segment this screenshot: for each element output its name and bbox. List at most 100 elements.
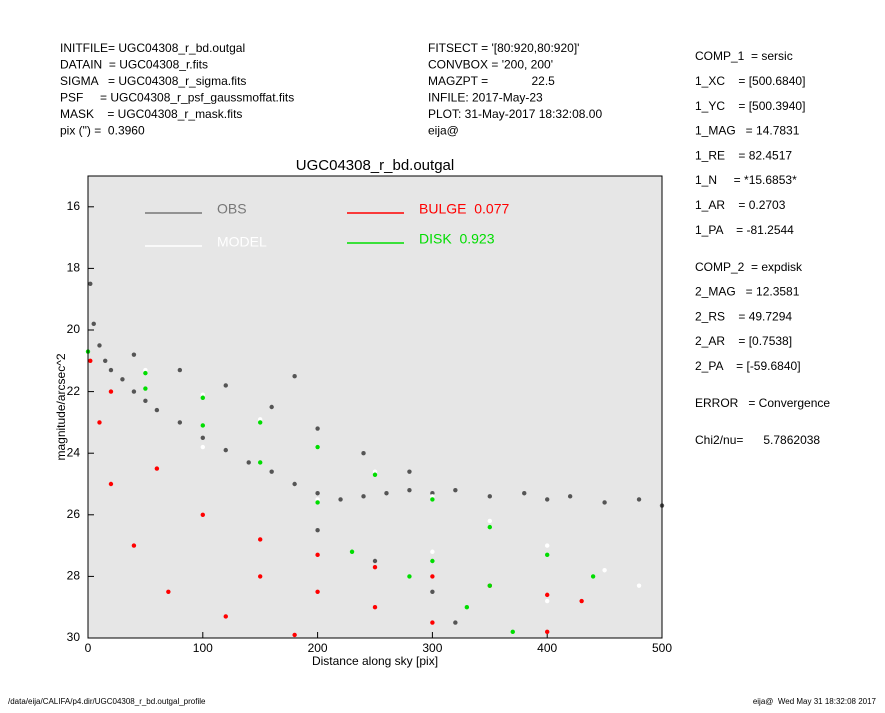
data-point bbox=[200, 392, 205, 397]
data-point bbox=[545, 552, 550, 558]
data-point bbox=[372, 558, 378, 564]
data-point bbox=[223, 383, 228, 388]
data-point bbox=[545, 497, 550, 502]
fit-parameter: 2_PA = [-59.6840] bbox=[695, 359, 801, 373]
data-point bbox=[430, 574, 435, 579]
header-middle-line: eija@ bbox=[428, 124, 459, 138]
data-point bbox=[258, 420, 263, 425]
data-point bbox=[88, 281, 93, 286]
data-point bbox=[103, 358, 108, 363]
data-point bbox=[292, 632, 297, 638]
footer-path: /data/eija/CALIFA/p4.dir/UGC04308_r_bd.o… bbox=[8, 697, 206, 706]
data-point bbox=[430, 589, 435, 594]
data-point bbox=[258, 417, 263, 422]
fit-parameter: 2_RS = 49.7294 bbox=[695, 309, 792, 323]
data-point bbox=[315, 589, 320, 594]
footer-date: eija@ Wed May 31 18:32:08 2017 bbox=[753, 697, 877, 706]
data-point bbox=[602, 500, 607, 505]
data-point bbox=[407, 574, 412, 579]
data-point bbox=[522, 491, 527, 496]
y-axis-label: magnitude/arcsec^2 bbox=[54, 353, 68, 460]
x-tick-label: 300 bbox=[422, 641, 442, 655]
data-point bbox=[131, 389, 137, 394]
data-point bbox=[487, 518, 492, 524]
data-point bbox=[315, 497, 320, 502]
header-middle-line: MAGZPT = 22.5 bbox=[428, 74, 555, 88]
data-point bbox=[143, 398, 148, 404]
data-point bbox=[430, 549, 435, 554]
data-point bbox=[372, 564, 378, 570]
data-point bbox=[91, 321, 96, 327]
data-point bbox=[579, 598, 584, 604]
header-middle-line: FITSECT = '[80:920,80:920]' bbox=[428, 41, 579, 55]
header-left-line: PSF = UGC04308_r_psf_gaussmoffat.fits bbox=[60, 91, 294, 105]
y-tick-label: 30 bbox=[67, 630, 81, 644]
data-point bbox=[108, 367, 114, 373]
data-point bbox=[349, 549, 355, 554]
header-left-line: INITFILE= UGC04308_r_bd.outgal bbox=[60, 41, 245, 55]
fit-parameter: 1_YC = [500.3940] bbox=[695, 99, 805, 113]
header-left-line: MASK = UGC04308_r_mask.fits bbox=[60, 107, 242, 121]
data-point bbox=[223, 614, 228, 619]
data-point bbox=[487, 583, 492, 588]
x-axis-label: Distance along sky [pix] bbox=[312, 654, 438, 668]
data-point bbox=[430, 620, 435, 625]
fit-parameter: 2_MAG = 12.3581 bbox=[695, 285, 800, 299]
data-point bbox=[636, 583, 642, 588]
header-left-line: pix (") = 0.3960 bbox=[60, 124, 145, 138]
data-point bbox=[200, 444, 205, 450]
y-tick-label: 24 bbox=[67, 445, 81, 459]
data-point bbox=[545, 629, 550, 635]
legend-label: MODEL bbox=[217, 234, 267, 250]
data-point bbox=[258, 574, 263, 579]
legend-label: OBS bbox=[217, 201, 247, 217]
data-point bbox=[88, 358, 93, 363]
data-point bbox=[510, 629, 515, 635]
data-point bbox=[567, 494, 573, 499]
data-point bbox=[269, 469, 274, 474]
data-point bbox=[154, 466, 160, 471]
data-point bbox=[108, 389, 114, 394]
data-point bbox=[361, 494, 366, 499]
data-point bbox=[361, 451, 366, 456]
data-point bbox=[166, 589, 171, 594]
data-point bbox=[246, 460, 251, 465]
plot-frame bbox=[87, 175, 663, 639]
y-tick-label: 22 bbox=[67, 384, 81, 398]
data-point bbox=[177, 420, 183, 425]
data-point bbox=[177, 367, 183, 373]
data-point bbox=[407, 469, 412, 474]
data-point bbox=[315, 491, 320, 496]
data-point bbox=[636, 497, 642, 502]
header-middle-line: CONVBOX = '200, 200' bbox=[428, 58, 553, 72]
fit-parameter: 1_AR = 0.2703 bbox=[695, 198, 786, 212]
data-point bbox=[384, 491, 389, 496]
data-point bbox=[200, 512, 205, 517]
y-tick-label: 16 bbox=[67, 199, 81, 213]
data-point bbox=[258, 460, 263, 465]
data-point bbox=[315, 500, 320, 505]
data-point bbox=[407, 487, 412, 493]
data-point bbox=[430, 494, 435, 499]
fit-parameter: 2_AR = [0.7538] bbox=[695, 334, 792, 348]
header-left-line: DATAIN = UGC04308_r.fits bbox=[60, 58, 208, 72]
fit-parameter: 1_PA = -81.2544 bbox=[695, 223, 794, 237]
fit-parameter: Chi2/nu= 5.7862038 bbox=[695, 433, 820, 447]
data-point bbox=[120, 377, 125, 382]
fit-parameter: 1_XC = [500.6840] bbox=[695, 74, 805, 88]
data-point bbox=[131, 352, 137, 357]
data-point bbox=[545, 592, 550, 598]
fit-parameter: COMP_2 = expdisk bbox=[695, 260, 803, 274]
fit-parameter: ERROR = Convergence bbox=[695, 396, 830, 410]
data-point bbox=[545, 598, 550, 604]
data-point bbox=[315, 444, 320, 450]
data-point bbox=[487, 494, 492, 499]
x-tick-label: 100 bbox=[193, 641, 213, 655]
data-point bbox=[143, 370, 148, 376]
data-point bbox=[430, 491, 435, 496]
data-point bbox=[464, 605, 470, 610]
data-point bbox=[223, 447, 228, 453]
fit-parameter: 1_MAG = 14.7831 bbox=[695, 124, 800, 138]
